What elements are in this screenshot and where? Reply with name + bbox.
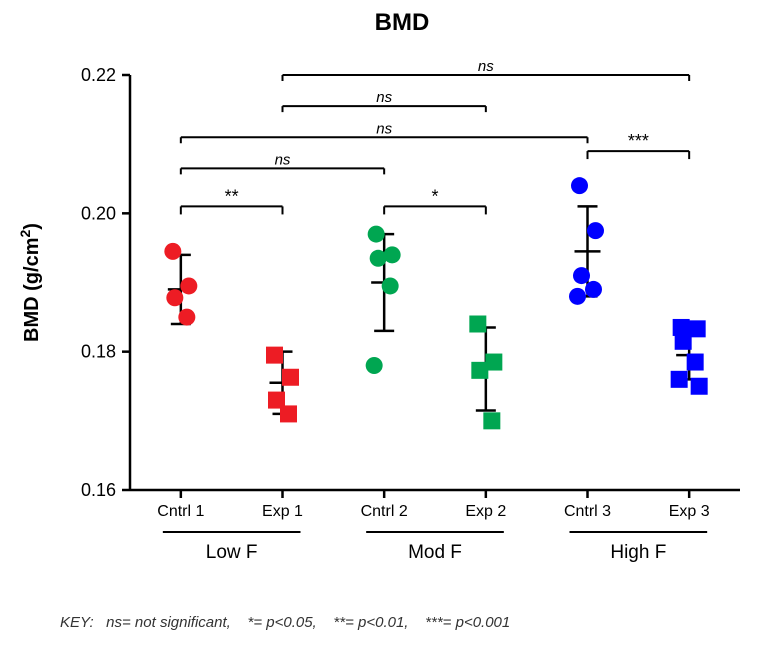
key-prefix: KEY: [60,614,94,631]
bmd-scatter-chart: BMD 0.16 0.18 0.20 0.22 BMD (g/cm2) Cntrl 1 Exp… [0,0,774,600]
svg-text:Cntrl 2: Cntrl 2 [361,503,408,520]
svg-text:0.18: 0.18 [81,342,116,362]
svg-text:BMD (g/cm2): BMD (g/cm2) [17,223,43,342]
svg-text:0.22: 0.22 [81,65,116,85]
svg-text:ns: ns [478,58,494,75]
key-item-3: ***= p<0.001 [425,614,510,631]
chart-container: { "chart": { "type": "scatter", "title":… [0,0,774,645]
svg-text:Mod F: Mod F [408,542,462,563]
svg-text:Exp 3: Exp 3 [669,503,710,520]
key-legend: KEY: ns= not significant, *= p<0.05, **=… [60,614,510,631]
svg-text:***: *** [628,131,649,151]
svg-text:ns: ns [275,151,291,168]
svg-text:Exp 2: Exp 2 [465,503,506,520]
svg-text:**: ** [225,186,239,206]
key-item-0: ns= not significant, [106,614,231,631]
svg-text:BMD: BMD [375,9,430,36]
svg-text:Exp 1: Exp 1 [262,503,303,520]
svg-text:ns: ns [376,120,392,137]
svg-text:High F: High F [610,542,666,563]
svg-text:0.16: 0.16 [81,480,116,500]
key-item-1: *= p<0.05, [248,614,317,631]
svg-text:ns: ns [376,89,392,106]
key-item-2: **= p<0.01, [333,614,408,631]
svg-text:Cntrl 3: Cntrl 3 [564,503,611,520]
svg-text:0.20: 0.20 [81,203,116,223]
svg-text:Cntrl 1: Cntrl 1 [157,503,204,520]
svg-text:Low F: Low F [206,542,258,563]
svg-text:*: * [431,186,438,206]
